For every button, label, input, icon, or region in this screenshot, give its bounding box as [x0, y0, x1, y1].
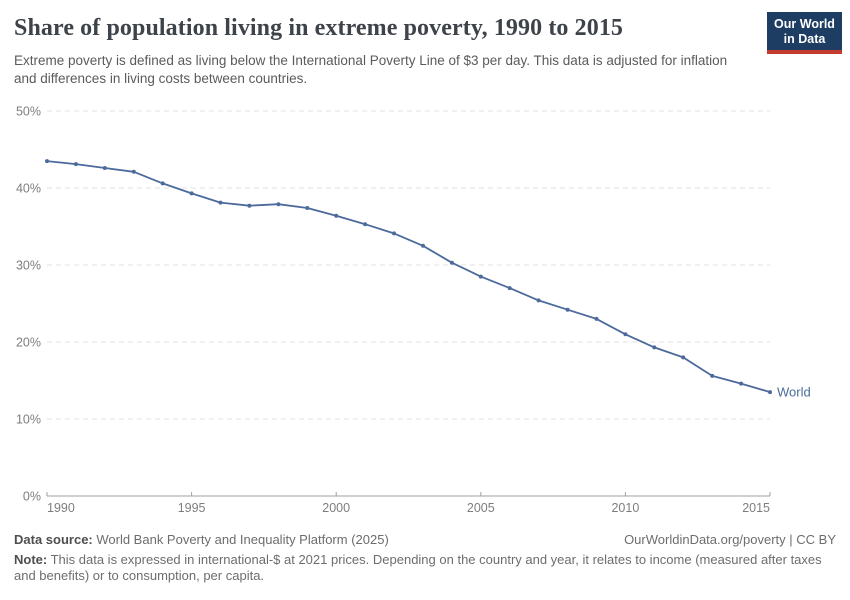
poverty-line-chart[interactable]: 0% 10% 20% 30% 40% 50% 1990 1995 2000 2005 2010 201…	[0, 95, 850, 525]
data-source-text: World Bank Poverty and Inequality Platfo…	[92, 532, 389, 547]
x-axis-label-2015: 2015	[742, 501, 770, 515]
series-end-label: World	[777, 385, 811, 400]
data-point-2003[interactable]	[421, 243, 425, 248]
data-point-2002[interactable]	[392, 231, 396, 236]
x-axis-label-1990: 1990	[47, 501, 75, 515]
data-point-2013[interactable]	[710, 373, 715, 378]
x-axis-label-2005: 2005	[467, 501, 495, 515]
data-point-1991[interactable]	[73, 162, 78, 167]
note-text: This data is expressed in international-…	[14, 552, 822, 583]
data-point-2015[interactable]	[768, 390, 772, 395]
data-point-1990[interactable]	[45, 159, 49, 164]
data-point-2005[interactable]	[478, 274, 483, 279]
data-point-2000[interactable]	[334, 213, 339, 218]
data-point-1995[interactable]	[189, 191, 194, 196]
data-point-2006[interactable]	[507, 286, 512, 291]
data-point-1992[interactable]	[102, 166, 107, 170]
data-point-2012[interactable]	[681, 355, 686, 360]
footer-source-row: Data source: World Bank Poverty and Ineq…	[14, 531, 836, 548]
data-point-2014[interactable]	[739, 381, 744, 386]
logo-text-line2: in Data	[783, 31, 826, 46]
data-point-1998[interactable]	[276, 202, 281, 207]
data-point-1996[interactable]	[218, 200, 223, 205]
data-point-1999[interactable]	[305, 206, 310, 210]
data-point-2008[interactable]	[565, 307, 570, 312]
data-point-2011[interactable]	[652, 345, 657, 350]
data-point-1997[interactable]	[247, 203, 252, 208]
y-axis-label-50: 50%	[16, 105, 41, 119]
x-axis-label-2000: 2000	[322, 501, 350, 515]
data-source: Data source: World Bank Poverty and Ineq…	[14, 531, 389, 548]
license-link[interactable]: OurWorldinData.org/poverty | CC BY	[624, 532, 836, 547]
chart-title: Share of population living in extreme po…	[14, 15, 624, 41]
y-axis-label-10: 10%	[16, 413, 41, 427]
data-point-2001[interactable]	[363, 222, 368, 227]
y-axis-label-0: 0%	[23, 490, 41, 504]
chart-note: Note: This data is expressed in internat…	[14, 552, 828, 584]
x-axis-label-2010: 2010	[611, 501, 639, 515]
note-label: Note:	[14, 552, 48, 567]
logo-text-line1: Our World	[774, 17, 835, 31]
y-axis-label-30: 30%	[16, 259, 41, 273]
data-point-2010[interactable]	[623, 332, 628, 337]
logo-red-stripe	[767, 50, 842, 54]
y-axis-label-20: 20%	[16, 336, 41, 350]
data-point-2009[interactable]	[594, 316, 599, 321]
data-point-1994[interactable]	[160, 181, 165, 186]
data-source-label: Data source:	[14, 532, 93, 547]
chart-footer: Data source: World Bank Poverty and Ineq…	[14, 531, 836, 584]
data-point-2007[interactable]	[536, 298, 541, 303]
y-axis-label-40: 40%	[16, 182, 41, 196]
x-axis-label-1995: 1995	[178, 501, 206, 515]
data-point-2004[interactable]	[449, 260, 454, 265]
chart-subtitle: Extreme poverty is defined as living bel…	[14, 53, 728, 86]
data-point-1993[interactable]	[131, 169, 136, 174]
series-line-world[interactable]	[46, 160, 771, 394]
owid-logo[interactable]: Our World in Data	[767, 12, 842, 54]
